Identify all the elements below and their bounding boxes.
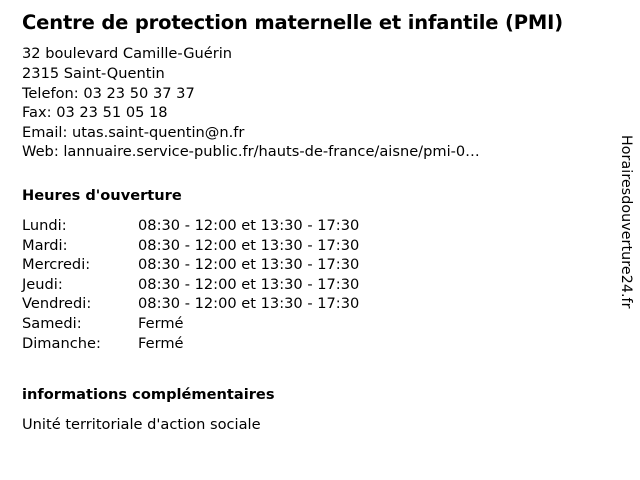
opening-hours-table: Lundi: 08:30 - 12:00 et 13:30 - 17:30 Ma…: [22, 216, 359, 353]
fax-line: Fax: 03 23 51 05 18: [22, 104, 168, 122]
hours-day-value: 08:30 - 12:00 et 13:30 - 17:30: [138, 256, 360, 274]
email-line: Email: utas.saint-quentin@n.fr: [22, 123, 245, 141]
hours-day-value: 08:30 - 12:00 et 13:30 - 17:30: [138, 217, 360, 234]
table-row: Samedi: Fermé: [22, 314, 359, 334]
table-row: Vendredi: 08:30 - 12:00 et 13:30 - 17:30: [22, 294, 359, 314]
hours-day-label: Samedi:: [22, 314, 82, 332]
hours-day-label: Vendredi:: [22, 295, 92, 313]
hours-day-label: Mercredi:: [22, 256, 91, 274]
opening-hours-heading: Heures d'ouverture: [22, 187, 182, 204]
address-street: 32 boulevard Camille-Guérin: [22, 45, 233, 63]
page-title: Centre de protection maternelle et infan…: [22, 11, 564, 34]
hours-day-label: Lundi:: [22, 217, 67, 234]
contact-block: 32 boulevard Camille-Guérin 2315 Saint-Q…: [22, 44, 602, 162]
table-row: Lundi: 08:30 - 12:00 et 13:30 - 17:30: [22, 216, 359, 236]
additional-info-text: Unité territoriale d'action sociale: [22, 416, 261, 434]
hours-day-value: 08:30 - 12:00 et 13:30 - 17:30: [138, 295, 360, 313]
address-city: 2315 Saint-Quentin: [22, 65, 165, 83]
hours-day-value: 08:30 - 12:00 et 13:30 - 17:30: [138, 236, 360, 254]
hours-day-label: Dimanche:: [22, 334, 101, 352]
table-row: Mercredi: 08:30 - 12:00 et 13:30 - 17:30: [22, 255, 359, 275]
website-line: Web: lannuaire.service-public.fr/hauts-d…: [22, 143, 480, 161]
hours-day-label: Jeudi:: [22, 275, 63, 293]
opening-hours-body: Lundi: 08:30 - 12:00 et 13:30 - 17:30 Ma…: [22, 216, 359, 353]
table-row: Dimanche: Fermé: [22, 334, 359, 354]
phone-line: Telefon: 03 23 50 37 37: [22, 84, 195, 102]
hours-day-label: Mardi:: [22, 236, 68, 254]
hours-day-value: Fermé: [138, 314, 184, 332]
hours-day-value: 08:30 - 12:00 et 13:30 - 17:30: [138, 275, 360, 293]
table-row: Jeudi: 08:30 - 12:00 et 13:30 - 17:30: [22, 275, 359, 295]
hours-day-value: Fermé: [138, 334, 184, 352]
table-row: Mardi: 08:30 - 12:00 et 13:30 - 17:30: [22, 236, 359, 256]
site-watermark: Horairesdouverture24.fr: [618, 135, 634, 309]
additional-info-heading: informations complémentaires: [22, 386, 275, 404]
card-content: Centre de protection maternelle et infan…: [22, 0, 602, 435]
